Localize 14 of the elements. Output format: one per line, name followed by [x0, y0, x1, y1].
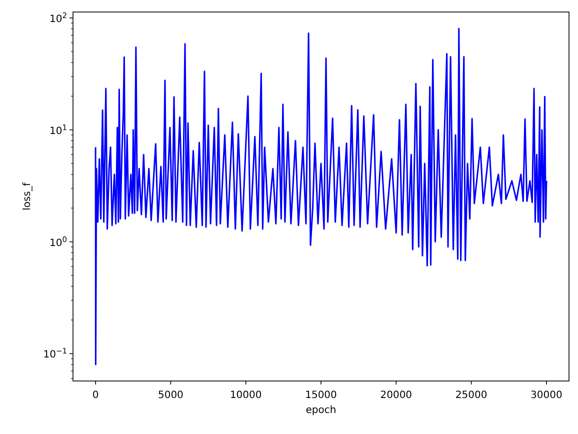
x-tick-label: 20000 — [380, 390, 412, 401]
y-tick-label: 10$^{0}$ — [49, 234, 68, 249]
y-axis-title: loss_f — [22, 182, 33, 210]
x-tick-label: 5000 — [158, 390, 184, 401]
y-tick-label: 10$^{2}$ — [49, 10, 68, 25]
x-axis-title: epoch — [306, 405, 336, 416]
y-tick-label: 10$^{1}$ — [49, 122, 68, 137]
x-tick-label: 15000 — [305, 390, 337, 401]
x-tick-label: 30000 — [530, 390, 562, 401]
x-tick-label: 25000 — [455, 390, 488, 401]
x-tick-label: 0 — [92, 390, 99, 401]
line-series — [94, 28, 548, 366]
x-tick-label: 10000 — [230, 390, 262, 401]
y-tick-label: 10$^{−1}$ — [43, 346, 68, 361]
